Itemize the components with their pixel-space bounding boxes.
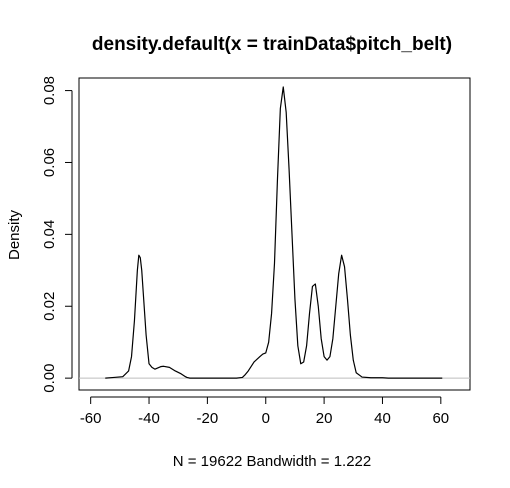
x-axis-label: N = 19622 Bandwidth = 1.222 xyxy=(173,453,372,470)
y-tick-label: 0.04 xyxy=(41,220,58,249)
x-tick-label: 0 xyxy=(262,410,270,427)
x-tick-label: -40 xyxy=(138,410,160,427)
x-tick-label: -20 xyxy=(197,410,219,427)
x-tick-label: 60 xyxy=(432,410,449,427)
x-axis: -60 -40 -20 0 20 40 60 xyxy=(80,396,449,427)
x-tick-label: 20 xyxy=(316,410,333,427)
y-tick-label: 0.02 xyxy=(41,292,58,321)
y-tick-label: 0.00 xyxy=(41,364,58,393)
x-tick-label: -60 xyxy=(80,410,102,427)
density-curve xyxy=(105,86,443,379)
y-axis-label: Density xyxy=(6,209,23,260)
chart-title: density.default(x = trainData$pitch_belt… xyxy=(92,34,452,55)
y-axis: 0.00 0.02 0.04 0.06 0.08 xyxy=(41,76,73,393)
plot-frame xyxy=(78,77,471,391)
y-tick-label: 0.06 xyxy=(41,148,58,177)
x-tick-label: 40 xyxy=(374,410,391,427)
y-tick-label: 0.08 xyxy=(41,76,58,105)
